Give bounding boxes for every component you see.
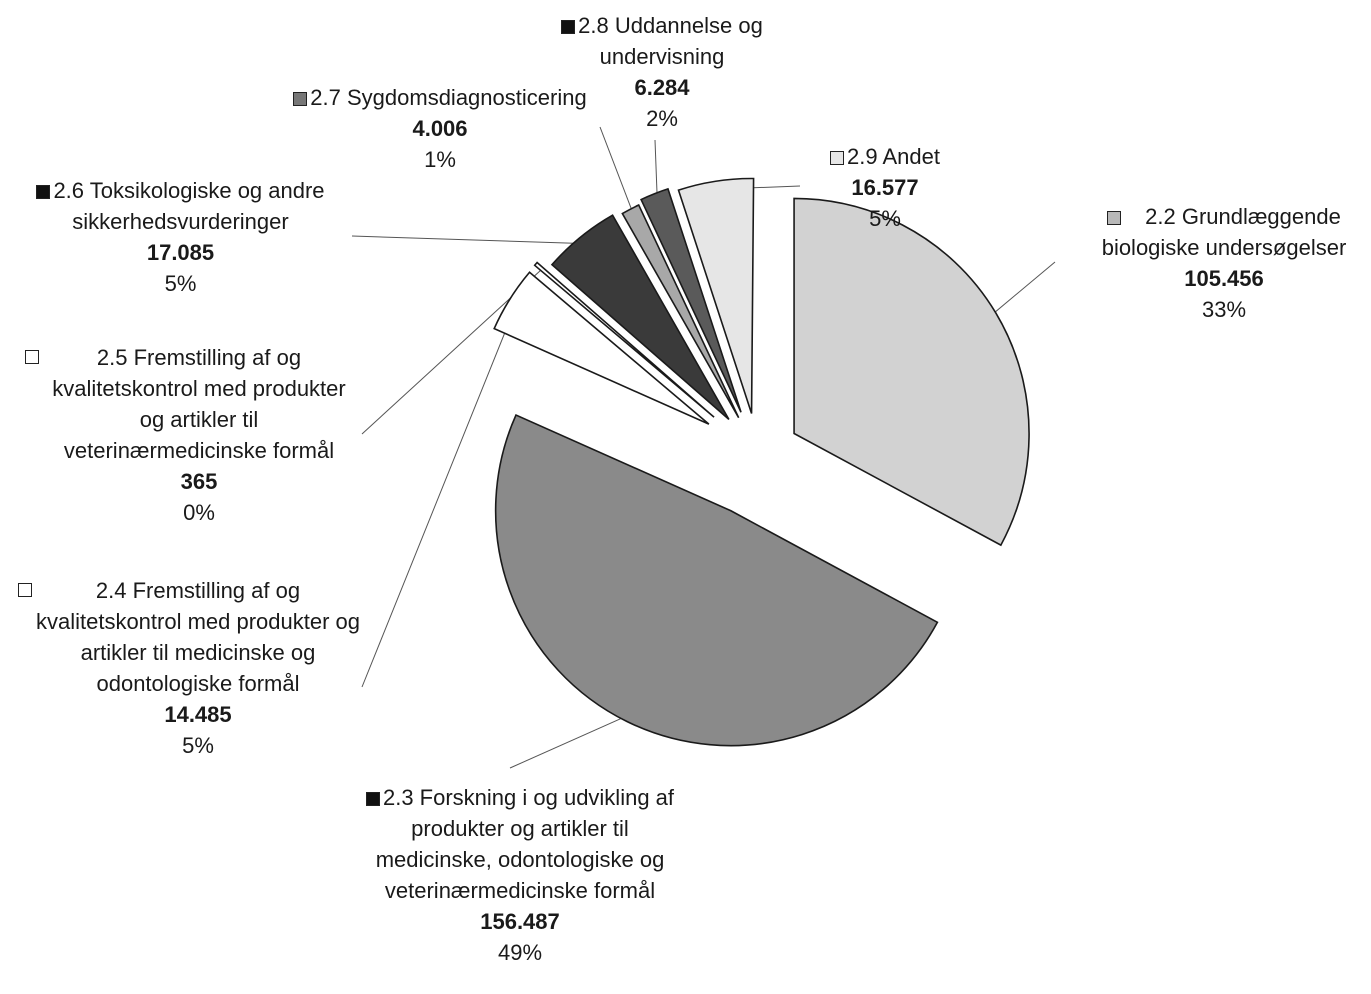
leader-line-2-6: [351, 235, 586, 245]
legend-swatch-2-7: [293, 92, 308, 106]
label-value-2-5: 365: [180, 469, 218, 494]
pie-slice-2-8: [640, 187, 742, 413]
leader-line-2-8: [654, 139, 658, 202]
pie-slices: [493, 177, 1030, 747]
label-value-2-6: 17.085: [146, 240, 215, 265]
label-name-2-2: 2.2 Grundlæggende biologiske undersøgels…: [1101, 204, 1347, 260]
legend-swatch-2-3: [365, 792, 380, 806]
label-percent-2-9: 5%: [869, 206, 901, 231]
label-slice-2-9: 2.9 Andet 16.577 5%: [790, 141, 980, 234]
leader-line-2-4: [361, 303, 518, 688]
label-percent-2-3: 49%: [497, 940, 543, 965]
pie-slice-2-3: [494, 413, 939, 747]
leader-line-2-2: [988, 261, 1056, 318]
label-name-2-4: 2.4 Fremstilling af og kvalitetskontrol …: [35, 578, 361, 696]
label-value-2-9: 16.577: [851, 175, 919, 200]
leader-line-2-3: [509, 713, 631, 769]
legend-swatch-2-9: [830, 151, 844, 165]
label-value-2-3: 156.487: [480, 909, 560, 934]
label-name-2-7: 2.7 Sygdomsdiagnosticering: [310, 85, 587, 110]
label-slice-2-5: 2.5 Fremstilling af og kvalitetskontrol …: [40, 342, 358, 528]
label-value-2-2: 105.456: [1184, 266, 1264, 291]
label-value-2-8: 6.284: [634, 75, 690, 100]
pie-slice-2-2: [793, 197, 1030, 547]
pie-slice-2-6: [550, 214, 730, 420]
label-name-2-6: 2.6 Toksikologiske og andre sikkerhedsvu…: [53, 178, 325, 234]
legend-swatch-2-4: [18, 583, 32, 597]
leader-line-2-7: [599, 126, 635, 217]
label-percent-2-4: 5%: [182, 733, 214, 758]
label-slice-2-3: 2.3 Forskning i og udvikling af produkte…: [355, 782, 685, 968]
legend-swatch-2-5: [25, 350, 39, 364]
label-percent-2-2: 33%: [1201, 297, 1247, 322]
label-slice-2-7: 2.7 Sygdomsdiagnosticering 4.006 1%: [255, 82, 625, 175]
label-value-2-4: 14.485: [164, 702, 232, 727]
label-slice-2-2: 2.2 Grundlæggende biologiske undersøgels…: [1080, 201, 1368, 325]
legend-swatch-2-8: [561, 20, 576, 34]
legend-swatch-2-6: [36, 185, 51, 199]
label-value-2-7: 4.006: [412, 116, 468, 141]
label-slice-2-4: 2.4 Fremstilling af og kvalitetskontrol …: [32, 575, 364, 761]
pie-slice-2-4: [493, 271, 710, 425]
label-percent-2-7: 1%: [424, 147, 456, 172]
label-percent-2-6: 5%: [164, 271, 197, 296]
label-slice-2-6: 2.6 Toksikologiske og andre sikkerhedsvu…: [8, 175, 353, 299]
label-name-2-9: 2.9 Andet: [847, 144, 940, 169]
label-slice-2-8: 2.8 Uddannelse og undervisning 6.284 2%: [532, 10, 792, 134]
label-name-2-8: 2.8 Uddannelse og undervisning: [578, 13, 763, 69]
label-name-2-3: 2.3 Forskning i og udvikling af produkte…: [375, 785, 675, 903]
pie-slice-2-5: [533, 261, 715, 418]
label-percent-2-8: 2%: [646, 106, 678, 131]
pie-slice-2-7: [621, 203, 740, 419]
legend-swatch-2-2: [1107, 211, 1122, 225]
label-name-2-5: 2.5 Fremstilling af og kvalitetskontrol …: [52, 345, 346, 463]
label-percent-2-5: 0%: [183, 500, 215, 525]
pie-slice-2-9: [677, 177, 755, 414]
